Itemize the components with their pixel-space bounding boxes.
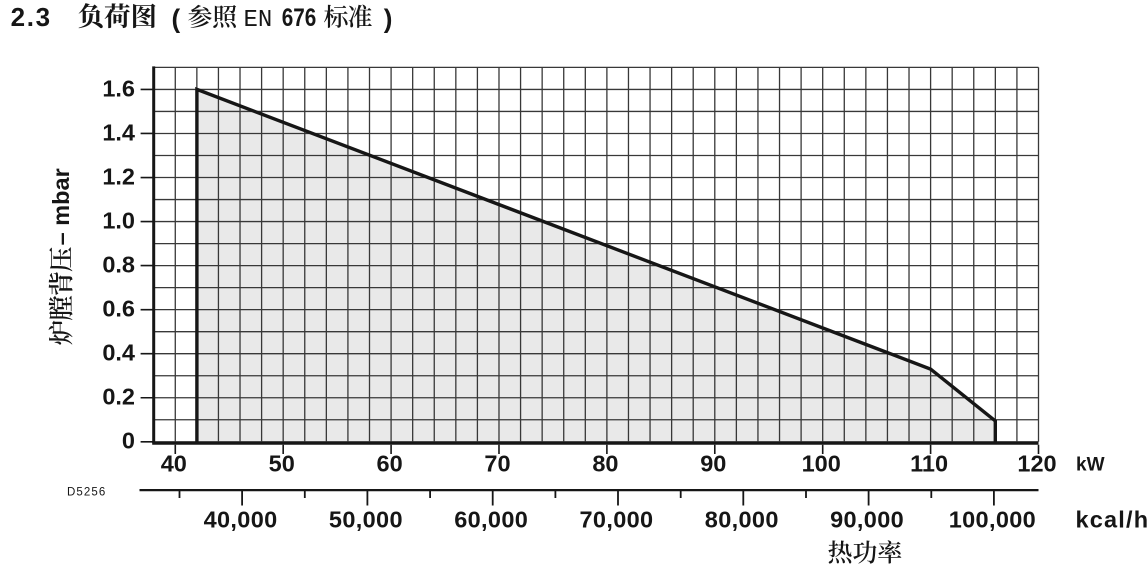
svg-text:80: 80 (592, 451, 618, 477)
svg-text:110: 110 (910, 451, 948, 477)
svg-text:): ) (384, 3, 393, 33)
svg-text:50,000: 50,000 (329, 506, 403, 532)
svg-text:(: ( (172, 3, 181, 33)
svg-text:2.3: 2.3 (11, 2, 52, 32)
svg-text:70,000: 70,000 (580, 506, 654, 532)
svg-text:kcal/h: kcal/h (1076, 506, 1148, 532)
svg-text:D5256: D5256 (67, 487, 106, 499)
svg-text:100,000: 100,000 (949, 506, 1036, 532)
svg-text:1.2: 1.2 (102, 163, 135, 189)
svg-text:60: 60 (377, 451, 403, 477)
svg-text:0.8: 0.8 (102, 252, 135, 278)
svg-text:90,000: 90,000 (830, 506, 904, 532)
svg-text:100: 100 (802, 451, 841, 477)
svg-text:1.4: 1.4 (102, 119, 135, 145)
svg-text:1.0: 1.0 (102, 208, 135, 234)
svg-text:0.2: 0.2 (102, 384, 135, 410)
svg-text:0.6: 0.6 (102, 296, 135, 322)
svg-text:0.4: 0.4 (102, 340, 135, 366)
svg-text:kW: kW (1076, 455, 1105, 476)
svg-text:1.6: 1.6 (102, 75, 135, 101)
svg-text:80,000: 80,000 (705, 506, 779, 532)
svg-text:0: 0 (122, 428, 135, 454)
svg-text:90: 90 (700, 451, 726, 477)
svg-text:EN: EN (244, 7, 273, 34)
svg-text:40,000: 40,000 (204, 506, 278, 532)
svg-text:676: 676 (282, 4, 317, 32)
svg-text:70: 70 (484, 451, 510, 477)
svg-text:60,000: 60,000 (454, 506, 528, 532)
svg-text:40: 40 (161, 451, 187, 477)
svg-text:50: 50 (269, 451, 295, 477)
svg-text:120: 120 (1017, 451, 1056, 477)
svg-text:– mbar: – mbar (48, 168, 74, 245)
